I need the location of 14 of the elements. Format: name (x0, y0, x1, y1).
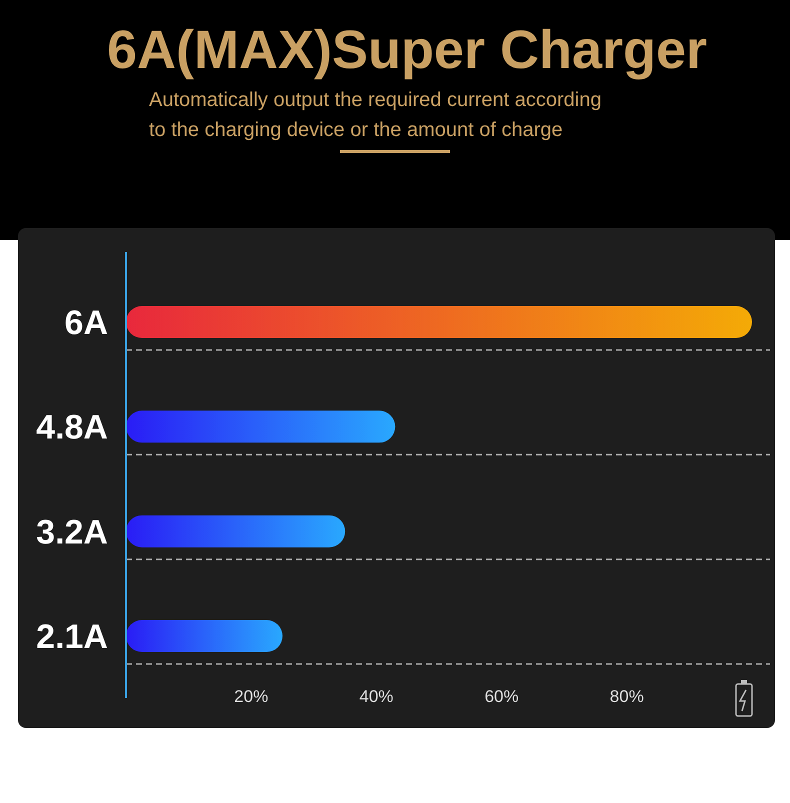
x-tick-label: 80% (610, 687, 644, 706)
bar (126, 410, 396, 443)
y-tick-label: 4.8A (36, 408, 108, 447)
x-tick-label: 60% (484, 687, 519, 706)
bar (126, 515, 346, 548)
x-tick-label: 40% (359, 687, 394, 706)
x-tick-label: 20% (234, 687, 268, 706)
y-tick-label: 2.1A (36, 618, 108, 656)
bar (126, 620, 282, 652)
chart-title: 6A(MAX)Super Charger (106, 20, 708, 80)
y-tick-label: 3.2A (36, 513, 108, 552)
bar (126, 306, 752, 338)
y-tick-label: 6A (64, 304, 108, 342)
chart-subtitle: Automatically output the required current according to the charging device or the amount of charge (149, 89, 602, 141)
